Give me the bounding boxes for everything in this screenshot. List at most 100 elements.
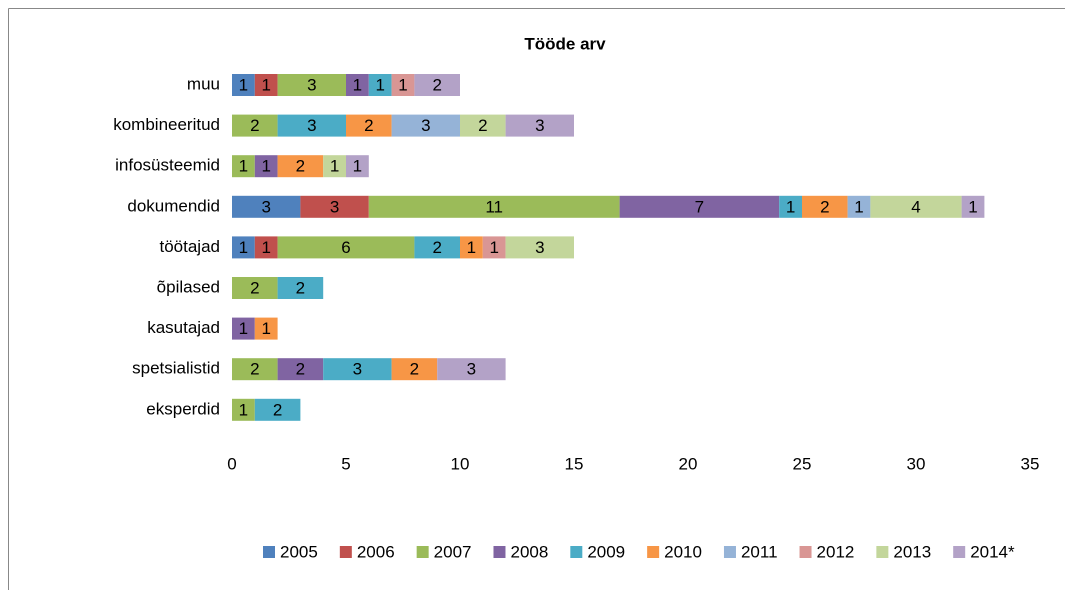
legend-swatch — [493, 546, 506, 558]
bar-segment — [802, 195, 848, 218]
legend-swatch — [339, 546, 352, 558]
data-label: 4 — [911, 197, 920, 216]
legend-swatch — [799, 546, 812, 558]
data-label: 3 — [535, 238, 544, 257]
data-label: 3 — [307, 75, 316, 94]
legend-label: 2008 — [510, 542, 548, 561]
x-tick-label: 5 — [341, 454, 350, 473]
bar-segment — [460, 236, 483, 259]
data-label: 2 — [296, 157, 305, 176]
bar-segment — [847, 195, 871, 218]
data-label: 2 — [296, 278, 305, 297]
x-tick-label: 0 — [227, 454, 236, 473]
bar-segment — [232, 317, 255, 340]
bar-segment — [460, 114, 506, 137]
bar-segment — [232, 358, 278, 381]
bar-segment — [961, 195, 985, 218]
data-label: 3 — [307, 116, 316, 135]
data-label: 1 — [330, 157, 339, 176]
data-label: 3 — [261, 197, 270, 216]
legend-swatch — [647, 546, 660, 558]
legend-swatch — [953, 546, 966, 558]
bar-segment — [779, 195, 802, 218]
data-label: 2 — [364, 116, 373, 135]
data-label: 1 — [968, 197, 977, 216]
data-label: 1 — [239, 319, 248, 338]
data-label: 1 — [239, 75, 248, 94]
x-tick-label: 10 — [451, 454, 470, 473]
legend-swatch — [723, 546, 736, 558]
data-label: 1 — [489, 238, 498, 257]
x-tick-label: 20 — [679, 454, 698, 473]
legend-label: 2013 — [893, 542, 931, 561]
chart-title: Tööde arv — [524, 34, 606, 53]
legend-label: 2005 — [280, 542, 318, 561]
legend-swatch — [570, 546, 583, 558]
data-label: 1 — [375, 75, 384, 94]
data-label: 1 — [239, 238, 248, 257]
bar-segment — [277, 236, 415, 259]
data-label: 6 — [341, 238, 350, 257]
legend-swatch — [416, 546, 429, 558]
data-label: 1 — [261, 238, 270, 257]
bar-segment — [232, 236, 255, 259]
data-label: 1 — [261, 75, 270, 94]
y-tick-label: õpilased — [157, 277, 220, 296]
data-label: 2 — [250, 360, 259, 379]
data-label: 1 — [353, 157, 362, 176]
data-label: 3 — [535, 116, 544, 135]
data-label: 11 — [485, 197, 503, 216]
legend-label: 2012 — [817, 542, 855, 561]
data-label: 2 — [250, 116, 259, 135]
bar-segment — [391, 114, 460, 137]
bar-segment — [277, 74, 346, 96]
bar-segment — [300, 195, 369, 218]
data-label: 1 — [261, 157, 270, 176]
bar-segment — [391, 358, 438, 381]
y-tick-label: töötajad — [160, 237, 221, 256]
bar-segment — [232, 195, 301, 218]
x-tick-label: 15 — [565, 454, 584, 473]
legend-label: 2006 — [357, 542, 395, 561]
bar-segment — [254, 74, 278, 96]
legend-label: 2014* — [970, 542, 1015, 561]
y-tick-label: kombineeritud — [113, 115, 220, 134]
bar-segment — [368, 74, 392, 96]
data-label: 2 — [410, 360, 419, 379]
y-tick-label: kasutajad — [147, 318, 220, 337]
bar-segment — [870, 195, 962, 218]
bar-segment — [414, 74, 460, 96]
legend-label: 2010 — [664, 542, 702, 561]
y-tick-label: dokumendid — [127, 196, 220, 215]
data-label: 3 — [330, 197, 339, 216]
data-label: 3 — [467, 360, 476, 379]
data-label: 3 — [353, 360, 362, 379]
bar-segment — [232, 277, 278, 299]
bar-segment — [277, 358, 324, 381]
legend-swatch — [263, 546, 275, 558]
x-tick-label: 35 — [1021, 454, 1040, 473]
data-label: 1 — [467, 238, 476, 257]
data-label: 2 — [820, 197, 829, 216]
data-label: 2 — [296, 360, 305, 379]
data-label: 1 — [239, 400, 248, 419]
bar-segment — [505, 114, 574, 137]
y-tick-label: spetsialistid — [132, 359, 220, 378]
data-label: 1 — [398, 75, 407, 94]
y-tick-label: muu — [187, 74, 220, 93]
data-label: 2 — [432, 75, 441, 94]
bar-segment — [346, 155, 369, 178]
data-label: 1 — [786, 197, 795, 216]
bar-segment — [323, 358, 392, 381]
bar-segment — [232, 114, 278, 137]
data-label: 1 — [854, 197, 863, 216]
data-label: 2 — [478, 116, 487, 135]
legend-label: 2007 — [434, 542, 472, 561]
legend-swatch — [876, 546, 889, 558]
bar-segment — [391, 74, 415, 96]
bar-segment — [346, 114, 392, 137]
bar-segment — [232, 155, 255, 178]
data-label: 1 — [239, 157, 248, 176]
bar-segment — [323, 155, 346, 178]
